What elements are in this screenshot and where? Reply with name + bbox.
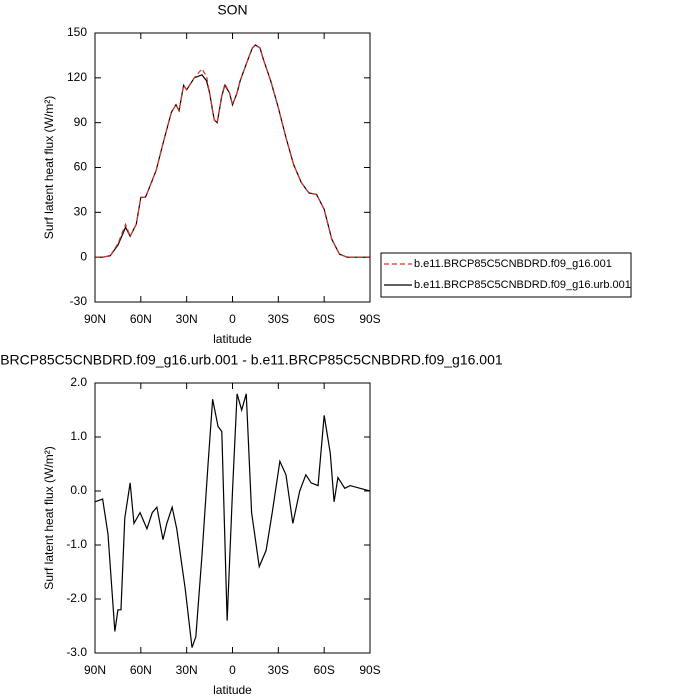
x-tick-label: 60S — [313, 663, 334, 677]
x-tick-label: 90N — [84, 312, 106, 326]
x-tick-label: 60N — [130, 312, 152, 326]
x-tick-label: 30N — [176, 663, 198, 677]
x-tick-label: 90S — [359, 312, 380, 326]
x-tick-label: 0 — [229, 312, 236, 326]
x-axis-label: latitude — [213, 332, 252, 346]
legend-label: b.e11.BRCP85C5CNBDRD.f09_g16.urb.001 — [414, 279, 631, 291]
y-tick-label: 0.0 — [70, 483, 87, 497]
y-tick-label: 1.0 — [70, 429, 87, 443]
x-axis-label: latitude — [213, 683, 252, 697]
x-tick-label: 60N — [130, 663, 152, 677]
x-tick-label: 30S — [268, 312, 289, 326]
y-axis-label: Surf latent heat flux (W/m²) — [42, 96, 56, 239]
y-axis-label: Surf latent heat flux (W/m²) — [42, 446, 56, 589]
chart-title: b.e11.BRCP85C5CNBDRD.f09_g16.urb.001 - b… — [0, 352, 503, 368]
y-tick-label: 60 — [74, 160, 88, 174]
x-tick-label: 0 — [229, 663, 236, 677]
x-tick-label: 90S — [359, 663, 380, 677]
x-tick-label: 30N — [176, 312, 198, 326]
x-tick-label: 30S — [268, 663, 289, 677]
x-tick-label: 60S — [313, 312, 334, 326]
y-tick-label: 0 — [80, 249, 87, 263]
y-tick-label: -3.0 — [66, 645, 87, 659]
legend-label: b.e11.BRCP85C5CNBDRD.f09_g16.001 — [414, 258, 612, 270]
y-tick-label: -1.0 — [66, 537, 87, 551]
plot-frame — [94, 382, 371, 654]
x-tick-label: 90N — [84, 663, 106, 677]
y-tick-label: 120 — [67, 70, 87, 84]
data-line — [94, 393, 371, 648]
y-tick-label: -30 — [70, 294, 88, 308]
data-line — [95, 44, 370, 258]
y-tick-label: 2.0 — [70, 375, 87, 389]
chart-title: SON — [217, 2, 247, 18]
legend-box — [380, 252, 632, 298]
y-tick-label: 150 — [67, 25, 87, 39]
y-tick-label: -2.0 — [66, 591, 87, 605]
plot-frame — [94, 32, 371, 303]
y-tick-label: 30 — [74, 205, 88, 219]
y-tick-label: 90 — [74, 115, 88, 129]
